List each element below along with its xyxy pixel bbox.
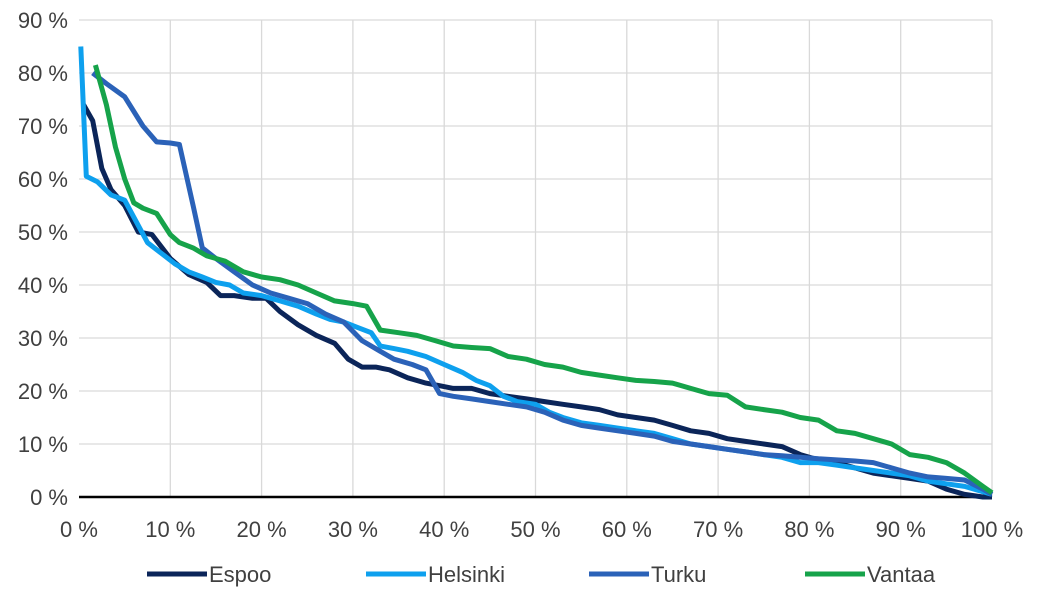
x-tick-label: 100 % [961, 517, 1023, 542]
legend-label: Espoo [209, 562, 271, 587]
legend: Espoo Helsinki Turku Vantaa [147, 562, 936, 587]
y-tick-label: 90 % [18, 8, 68, 33]
legend-label: Turku [651, 562, 706, 587]
y-tick-label: 70 % [18, 114, 68, 139]
y-tick-label: 30 % [18, 326, 68, 351]
gridlines [79, 19, 993, 497]
x-tick-label: 30 % [328, 517, 378, 542]
legend-item-espoo: Espoo [147, 562, 271, 587]
x-tick-labels: 0 % 10 % 20 % 30 % 40 % 50 % 60 % 70 % 80 % 90 % 1… [60, 517, 1023, 542]
y-tick-label: 40 % [18, 273, 68, 298]
series-lines [78, 46, 994, 500]
x-tick-label: 0 % [60, 517, 98, 542]
y-tick-labels: 0 % 10 % 20 % 30 % 40 % 50 % 60 % 70 % 80 % 90 % [18, 8, 68, 510]
x-tick-label: 10 % [145, 517, 195, 542]
series-line-espoo [81, 103, 992, 500]
legend-item-vantaa: Vantaa [805, 562, 936, 587]
x-tick-label: 70 % [693, 517, 743, 542]
y-tick-label: 20 % [18, 379, 68, 404]
legend-item-helsinki: Helsinki [366, 562, 505, 587]
x-tick-label: 80 % [784, 517, 834, 542]
y-tick-label: 0 % [30, 485, 68, 510]
x-tick-label: 20 % [237, 517, 287, 542]
y-tick-label: 10 % [18, 432, 68, 457]
x-tick-label: 60 % [602, 517, 652, 542]
y-tick-label: 50 % [18, 220, 68, 245]
y-tick-label: 60 % [18, 167, 68, 192]
legend-label: Vantaa [867, 562, 936, 587]
y-tick-label: 80 % [18, 61, 68, 86]
x-tick-label: 50 % [510, 517, 560, 542]
x-tick-label: 40 % [419, 517, 469, 542]
legend-item-turku: Turku [589, 562, 706, 587]
legend-label: Helsinki [428, 562, 505, 587]
series-line-vantaa [92, 64, 994, 495]
series-line-helsinki [78, 46, 993, 497]
x-tick-label: 90 % [876, 517, 926, 542]
